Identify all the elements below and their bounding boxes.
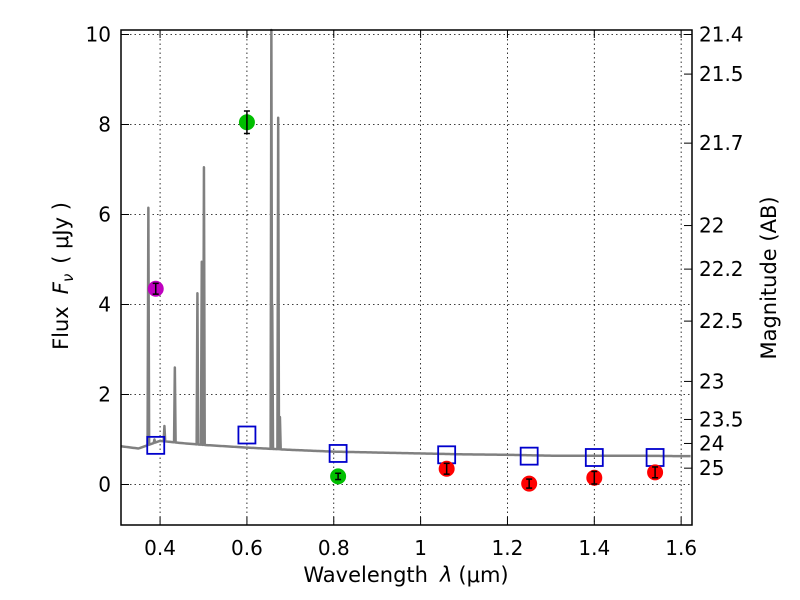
y2-tick-label: 23.5 <box>699 407 744 431</box>
y-tick-label: 2 <box>98 383 111 407</box>
x-tick-label: 1.4 <box>578 536 610 560</box>
y-tick-label: 0 <box>98 473 111 497</box>
model-photometry-point <box>519 446 539 466</box>
y2-tick-label: 25 <box>699 456 724 480</box>
y2-tick-label: 24 <box>699 431 724 455</box>
y2-tick-label: 21.5 <box>699 62 744 86</box>
y2-tick-label: 21.4 <box>699 23 744 47</box>
y-axis-label: FluxFν( μJy ) <box>49 202 77 350</box>
x-tick-label: 0.8 <box>318 536 350 560</box>
axis-ticks <box>121 30 692 525</box>
y2-tick-label: 22.5 <box>699 309 744 333</box>
model-photometry-point <box>584 448 604 467</box>
model-spectrum-line <box>120 28 691 458</box>
y-tick-label: 8 <box>98 113 111 137</box>
y2-tick-label: 23 <box>699 369 724 393</box>
model-photometry-point <box>146 435 166 455</box>
grid <box>121 30 692 525</box>
x-tick-label: 1.2 <box>492 536 524 560</box>
model-spectrum <box>120 28 691 458</box>
model-photometry-point <box>237 425 257 445</box>
observed-photometry-series <box>147 110 664 492</box>
y-tick-label: 4 <box>98 293 111 317</box>
y2-tick-label: 22.2 <box>699 257 744 281</box>
x-tick-label: 0.4 <box>144 536 176 560</box>
x-tick-label: 1 <box>414 536 427 560</box>
y2-tick-label: 22 <box>699 214 724 238</box>
secondary-y-axis-label: Magnitude (AB) <box>757 196 781 359</box>
x-tick-label: 0.6 <box>231 536 263 560</box>
x-tick-label: 1.6 <box>665 536 697 560</box>
plot-frame <box>120 29 693 526</box>
y2-tick-label: 21.7 <box>699 131 744 155</box>
y-tick-label: 10 <box>86 23 111 47</box>
model-photometry-point <box>328 444 348 463</box>
y-tick-label: 6 <box>98 203 111 227</box>
x-axis-label: Wavelength λ (μm) <box>303 563 508 587</box>
